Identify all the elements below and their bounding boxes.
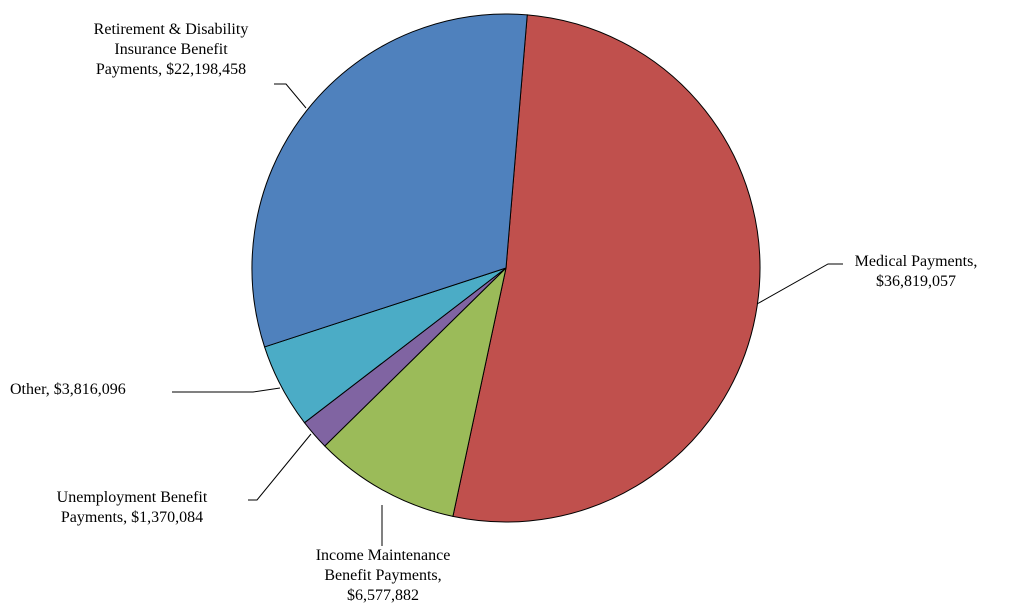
label-other: Other, $3,816,096: [10, 381, 126, 398]
leader-lines: [172, 83, 843, 546]
leader-line-medical: [756, 263, 843, 305]
pie-slice-retirement-disability-insurance-benefit-payments: [251, 13, 528, 348]
label-income-maintenance: Income Maintenance Benefit Payments, $6,…: [315, 547, 451, 604]
pie-slices: [251, 13, 761, 523]
label-unemployment: Unemployment Benefit Payments, $1,370,08…: [56, 489, 208, 526]
leader-line-retirement: [274, 83, 307, 109]
label-medical-payments: Medical Payments, $36,819,057: [854, 253, 978, 290]
leader-line-unemployment: [248, 433, 312, 501]
pie-slice-income-maintenance-benefit-payments: [324, 266, 507, 517]
label-retirement-disability: Retirement & Disability Insurance Benefi…: [93, 21, 249, 78]
leader-line-other: [172, 387, 281, 393]
pie-slice-medical-payments: [452, 14, 761, 523]
